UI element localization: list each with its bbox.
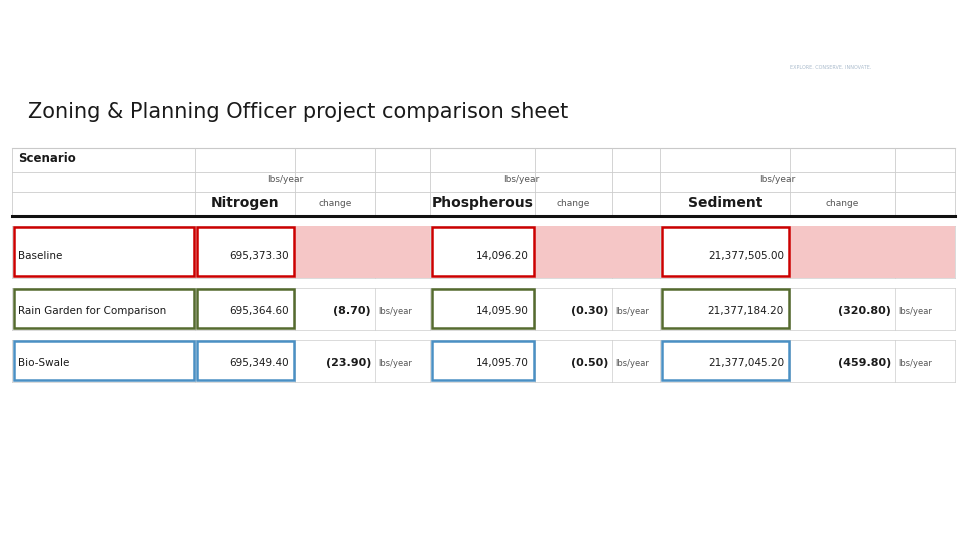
Text: change: change	[319, 199, 351, 208]
Text: 21,377,184.20: 21,377,184.20	[708, 307, 784, 316]
Text: Conservancy: Conservancy	[781, 43, 879, 57]
Bar	[13, 341, 194, 380]
Text: lbs/year: lbs/year	[615, 307, 649, 316]
Text: Zoning & Planning Officer project comparison sheet: Zoning & Planning Officer project compar…	[28, 102, 568, 122]
Bar	[197, 227, 294, 276]
Text: 21,377,045.20: 21,377,045.20	[708, 359, 784, 368]
Bar	[197, 341, 294, 380]
Text: lbs/year: lbs/year	[898, 307, 932, 316]
Text: Rain Garden for Comparison: Rain Garden for Comparison	[18, 307, 166, 316]
Text: Baseline: Baseline	[18, 251, 62, 261]
Bar	[13, 227, 194, 276]
Text: EXPLORE. CONSERVE. INNOVATE.: EXPLORE. CONSERVE. INNOVATE.	[790, 65, 871, 70]
Bar	[197, 289, 294, 328]
Text: Scenario: Scenario	[18, 152, 76, 165]
Text: change: change	[557, 199, 590, 208]
Text: Saving the Chesapeake’s Great Rivers and Special Places: Saving the Chesapeake’s Great Rivers and…	[257, 509, 703, 523]
Text: (0.50): (0.50)	[570, 359, 608, 368]
Text: Chesapeake  \: Chesapeake \	[777, 23, 884, 37]
Bar	[431, 227, 534, 276]
Text: (0.30): (0.30)	[570, 307, 608, 316]
Text: Sediment: Sediment	[687, 196, 762, 210]
Text: Phospherous: Phospherous	[432, 196, 534, 210]
Text: lbs/year: lbs/year	[378, 360, 412, 368]
Bar	[535, 226, 660, 278]
Text: 695,349.40: 695,349.40	[229, 359, 289, 368]
Bar	[790, 226, 955, 278]
Text: lbs/year: lbs/year	[267, 175, 303, 184]
Text: lbs/year: lbs/year	[615, 360, 649, 368]
Text: lbs/year: lbs/year	[378, 307, 412, 316]
Text: Nitrogen: Nitrogen	[210, 196, 279, 210]
Text: 695,364.60: 695,364.60	[229, 307, 289, 316]
Bar	[431, 289, 534, 328]
Bar	[295, 226, 430, 278]
Text: (459.80): (459.80)	[838, 359, 891, 368]
Bar	[661, 227, 788, 276]
Text: 21,377,505.00: 21,377,505.00	[708, 251, 784, 261]
Text: 14,095.70: 14,095.70	[476, 359, 529, 368]
Bar	[661, 289, 788, 328]
Text: lbs/year: lbs/year	[898, 360, 932, 368]
Text: lbs/year: lbs/year	[503, 175, 540, 184]
Bar	[661, 341, 788, 380]
Text: 695,373.30: 695,373.30	[229, 251, 289, 261]
Text: (8.70): (8.70)	[333, 307, 371, 316]
Text: Bio-Swale: Bio-Swale	[18, 359, 69, 368]
Text: (320.80): (320.80)	[838, 307, 891, 316]
Text: (23.90): (23.90)	[325, 359, 371, 368]
Bar	[13, 289, 194, 328]
Text: 14,096.20: 14,096.20	[476, 251, 529, 261]
Text: 14,095.90: 14,095.90	[476, 307, 529, 316]
Bar	[431, 341, 534, 380]
Text: lbs/year: lbs/year	[759, 175, 796, 184]
Text: change: change	[826, 199, 859, 208]
